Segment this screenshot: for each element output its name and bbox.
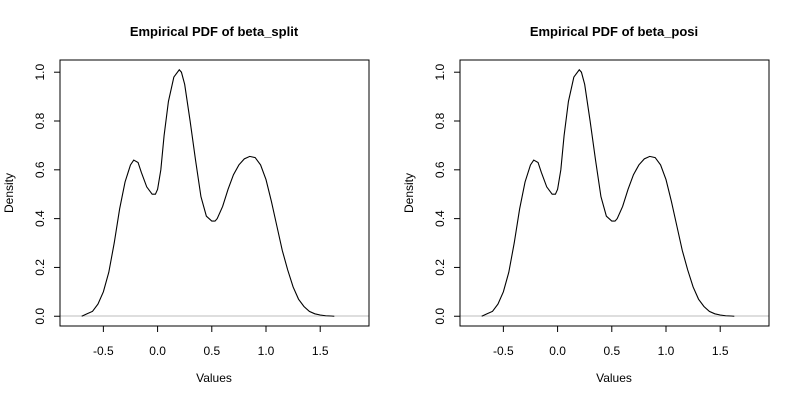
- x-tick-label: 1.0: [658, 344, 675, 358]
- y-tick-label: 0.6: [33, 161, 47, 178]
- y-axis: 0.0 0.2 0.4 0.6 0.8 1.0: [433, 64, 460, 325]
- y-tick-label: 1.0: [33, 64, 47, 81]
- x-tick-label: -0.5: [93, 344, 114, 358]
- density-curve: [81, 68, 335, 317]
- y-tick-label: 0.0: [433, 308, 447, 325]
- x-axis-label: Values: [196, 371, 232, 385]
- x-tick-label: 0.0: [149, 344, 166, 358]
- x-tick-label: 0.0: [549, 344, 566, 358]
- x-tick-label: 1.5: [312, 344, 329, 358]
- density-curve: [481, 68, 735, 317]
- y-axis-label: Density: [402, 173, 416, 213]
- x-tick-label: 1.5: [712, 344, 729, 358]
- x-tick-label: 0.5: [203, 344, 220, 358]
- y-tick-label: 0.2: [433, 259, 447, 276]
- chart-panel-beta-posi: Empirical PDF of beta_posi Values Densit…: [402, 24, 770, 385]
- y-tick-label: 0.4: [33, 210, 47, 227]
- y-tick-label: 0.8: [33, 112, 47, 129]
- chart-panel-beta-split: Empirical PDF of beta_split Values Densi…: [2, 24, 370, 385]
- y-tick-label: 0.2: [33, 259, 47, 276]
- plot-frame: [59, 59, 370, 327]
- y-tick-label: 1.0: [433, 64, 447, 81]
- plot-frame: [459, 59, 770, 327]
- y-tick-label: 0.4: [433, 210, 447, 227]
- y-tick-label: 0.8: [433, 112, 447, 129]
- x-axis: -0.5 0.0 0.5 1.0 1.5: [93, 325, 329, 358]
- x-tick-label: -0.5: [493, 344, 514, 358]
- y-axis-label: Density: [2, 173, 16, 213]
- y-axis: 0.0 0.2 0.4 0.6 0.8 1.0: [33, 64, 60, 325]
- x-tick-label: 0.5: [603, 344, 620, 358]
- chart-title: Empirical PDF of beta_posi: [530, 24, 698, 39]
- x-axis: -0.5 0.0 0.5 1.0 1.5: [493, 325, 729, 358]
- y-tick-label: 0.0: [33, 308, 47, 325]
- x-tick-label: 1.0: [258, 344, 275, 358]
- y-tick-label: 0.6: [433, 161, 447, 178]
- chart-title: Empirical PDF of beta_split: [130, 24, 299, 39]
- x-axis-label: Values: [596, 371, 632, 385]
